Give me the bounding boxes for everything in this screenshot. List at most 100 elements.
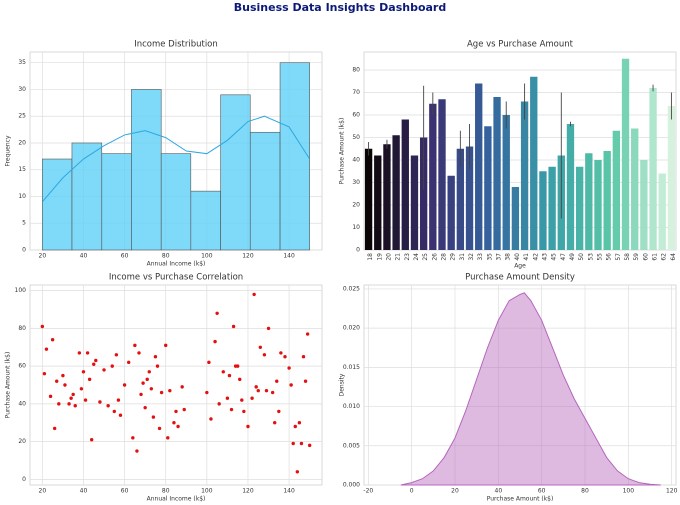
y-tick-label: 0: [22, 476, 26, 483]
x-tick-label: 20: [451, 488, 459, 495]
y-tick-label: 20: [18, 438, 26, 445]
scatter-point: [293, 424, 297, 429]
scatter-point: [305, 332, 310, 336]
histogram-bar: [190, 190, 221, 251]
bar: [566, 124, 575, 250]
y-tick-label: 0: [22, 247, 26, 254]
y-tick-label: 25: [18, 113, 26, 120]
x-tick-label: 60: [121, 253, 129, 260]
x-tick-label: 0: [410, 488, 414, 495]
x-tick-label: 31: [459, 253, 466, 261]
scatter-point: [250, 396, 254, 400]
x-tick-label: 120: [242, 488, 254, 495]
scatter-point: [275, 379, 279, 383]
scatter-point: [85, 351, 90, 355]
x-tick-label: 60: [121, 488, 129, 495]
scatter-point: [174, 409, 178, 414]
y-tick-label: 0.010: [343, 403, 360, 410]
bar: [502, 115, 510, 250]
x-tick-label: 24: [413, 253, 420, 261]
histogram-bar: [101, 153, 132, 251]
x-axis-label: Annual Income (k$): [147, 261, 206, 268]
bar: [594, 160, 602, 250]
y-tick-label: 80: [18, 325, 26, 332]
scatter-point: [141, 381, 145, 385]
bar: [539, 171, 547, 250]
y-tick-label: 50: [352, 134, 360, 141]
scatter-point: [166, 436, 170, 440]
chart-title: Income vs Purchase Correlation: [109, 273, 243, 283]
y-tick-label: 100: [15, 287, 27, 294]
scatter-point: [227, 373, 232, 378]
x-tick-label: 80: [581, 488, 589, 495]
histogram-bar: [220, 94, 251, 251]
scatter-point: [112, 409, 117, 414]
scatter-point: [182, 407, 186, 412]
scatter-point: [40, 324, 45, 329]
scatter-point: [180, 385, 184, 389]
scatter-point: [238, 377, 242, 382]
y-tick-label: 0: [356, 247, 360, 254]
scatter-point: [221, 370, 225, 374]
x-tick-label: 32: [468, 253, 475, 261]
scatter-point: [71, 392, 75, 397]
x-tick-label: 38: [505, 253, 512, 261]
scatter-point: [240, 398, 244, 402]
y-tick-label: 10: [18, 193, 26, 200]
x-tick-label: 23: [404, 253, 411, 261]
scatter-point: [106, 404, 110, 408]
scatter-point: [215, 311, 219, 316]
scatter-point: [92, 362, 96, 366]
bar: [621, 58, 630, 250]
scatter-point: [266, 326, 271, 331]
y-tick-label: 80: [352, 67, 360, 74]
kde-line: [41, 115, 311, 203]
bar: [493, 97, 501, 250]
scatter-point: [270, 390, 275, 395]
histogram-bar: [42, 158, 73, 251]
scatter-point: [48, 394, 53, 399]
scatter-point: [307, 443, 312, 448]
x-tick-label: 62: [661, 253, 668, 261]
y-tick-label: 20: [352, 202, 360, 209]
scatter-point: [299, 441, 304, 446]
scatter-point: [81, 370, 86, 374]
x-tick-label: 80: [162, 488, 170, 495]
x-tick-label: 45: [551, 253, 558, 261]
bar: [575, 166, 584, 250]
scatter-point: [44, 347, 49, 351]
scatter-point: [127, 360, 131, 365]
chart-title: Income Distribution: [134, 40, 218, 50]
bar: [465, 146, 474, 250]
bar: [484, 126, 492, 250]
scatter-point: [153, 354, 158, 359]
scatter-point: [77, 351, 82, 355]
scatter-point: [52, 426, 57, 431]
x-tick-label: 120: [242, 253, 254, 260]
x-tick-label: 56: [606, 253, 613, 261]
scatter-point: [118, 413, 123, 417]
scatter-point: [295, 470, 300, 474]
y-tick-label: 0.000: [343, 482, 360, 489]
scatter-point: [225, 396, 230, 400]
bar: [649, 88, 657, 250]
scatter-point: [256, 388, 260, 393]
scatter-point: [258, 345, 263, 349]
x-tick-label: 28: [441, 253, 448, 261]
y-tick-label: 0.020: [343, 325, 360, 332]
bar: [530, 76, 538, 250]
bar: [520, 101, 529, 250]
plot-area: [29, 284, 323, 486]
x-tick-label: 40: [514, 253, 521, 261]
scatter-point: [133, 343, 137, 348]
bar: [640, 160, 648, 250]
y-tick-label: 0.015: [343, 364, 360, 371]
x-tick-label: 58: [624, 253, 631, 261]
x-tick-label: 33: [477, 253, 484, 261]
scatter-point: [262, 353, 267, 357]
y-tick-label: 30: [352, 179, 360, 186]
histogram-bar: [279, 62, 310, 251]
scatter-point: [229, 407, 234, 412]
x-tick-label: 59: [633, 253, 640, 261]
x-tick-label: 49: [569, 253, 576, 261]
